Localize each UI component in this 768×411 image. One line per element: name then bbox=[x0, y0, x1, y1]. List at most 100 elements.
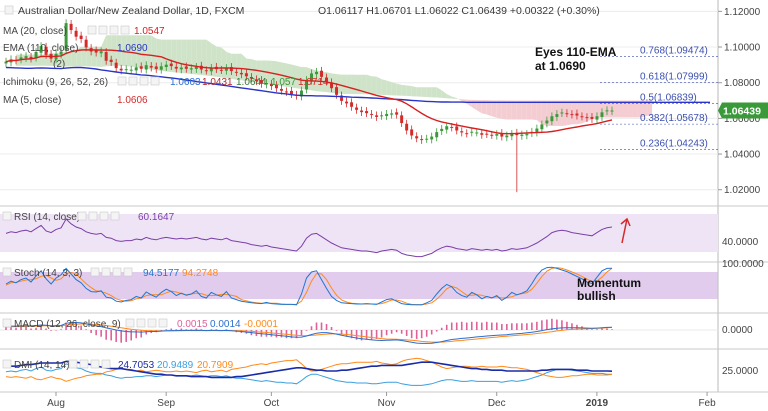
candle-body bbox=[415, 136, 419, 139]
macd-histogram-bar bbox=[25, 327, 27, 330]
candle-body bbox=[370, 113, 374, 115]
collapse-icon[interactable] bbox=[4, 5, 14, 15]
cloud-segment bbox=[141, 35, 147, 69]
candle-body bbox=[460, 131, 464, 133]
candle-body bbox=[204, 70, 208, 72]
annotation-eyes-line1: Eyes 110-EMA bbox=[535, 45, 617, 59]
more-icon[interactable] bbox=[101, 359, 111, 369]
eye-icon[interactable] bbox=[77, 211, 87, 221]
more-icon[interactable] bbox=[158, 318, 168, 328]
candle-body bbox=[545, 120, 549, 124]
candle-body bbox=[289, 90, 293, 95]
candle-body bbox=[500, 133, 504, 137]
collapse-icon[interactable] bbox=[2, 211, 12, 221]
candle-body bbox=[605, 110, 609, 112]
macd-histogram-bar bbox=[15, 327, 17, 330]
cloud-segment bbox=[361, 74, 367, 95]
candle-body bbox=[490, 134, 494, 136]
ma5-value: 1.0606 bbox=[117, 95, 148, 106]
stoch-d-line bbox=[5, 267, 613, 306]
candle-body bbox=[19, 57, 23, 60]
macd-histogram-bar bbox=[571, 323, 573, 330]
stoch-legend: Stoch (14, 3, 3) 94.5177 94.2748 bbox=[2, 267, 219, 279]
macd-histogram-bar bbox=[511, 323, 513, 330]
macd-histogram-bar bbox=[551, 318, 553, 330]
macd-histogram-bar bbox=[450, 322, 453, 330]
macd-histogram-bar bbox=[125, 330, 127, 342]
candle-body bbox=[375, 115, 379, 117]
candle-body bbox=[4, 61, 8, 64]
macd-histogram-bar bbox=[501, 324, 503, 330]
collapse-icon[interactable] bbox=[2, 267, 12, 277]
macd-histogram-bar bbox=[310, 326, 313, 330]
cloud-segment bbox=[381, 79, 387, 96]
candle-body bbox=[299, 90, 303, 97]
settings-icon[interactable] bbox=[101, 267, 111, 277]
cloud-segment bbox=[366, 74, 372, 95]
cloud-segment bbox=[446, 94, 452, 99]
annotation-momentum-line2: bullish bbox=[577, 289, 616, 303]
settings-icon[interactable] bbox=[136, 318, 146, 328]
macd-histogram-bar bbox=[460, 321, 463, 330]
collapse-icon[interactable] bbox=[2, 318, 12, 328]
cloud-segment bbox=[571, 100, 577, 125]
settings-icon[interactable] bbox=[79, 359, 89, 369]
cloud-segment bbox=[441, 90, 447, 99]
candle-body bbox=[555, 114, 559, 117]
close-icon[interactable] bbox=[99, 211, 109, 221]
candle-body bbox=[395, 112, 399, 115]
eye-icon[interactable] bbox=[90, 267, 100, 277]
macd-histogram-bar bbox=[195, 328, 198, 330]
macd-histogram-bar bbox=[80, 325, 82, 330]
candle-body bbox=[279, 88, 283, 91]
macd-histogram-bar bbox=[531, 322, 533, 330]
macd-histogram-bar bbox=[315, 322, 318, 330]
eye-icon[interactable] bbox=[125, 318, 135, 328]
more-icon[interactable] bbox=[123, 267, 133, 277]
macd-histogram-bar bbox=[35, 327, 37, 330]
cloud-segment bbox=[401, 84, 407, 96]
candle-body bbox=[259, 80, 263, 84]
cloud-segment bbox=[521, 100, 527, 120]
macd-histogram-bar bbox=[355, 330, 358, 340]
macd-histogram-bar bbox=[445, 324, 448, 330]
candle-body bbox=[34, 52, 38, 58]
candle-body bbox=[229, 67, 233, 72]
collapse-icon[interactable] bbox=[2, 359, 12, 369]
cloud-segment bbox=[501, 100, 507, 120]
ma20-buttons[interactable] bbox=[87, 25, 130, 35]
close-icon[interactable] bbox=[90, 359, 100, 369]
more-icon[interactable] bbox=[110, 211, 120, 221]
macd-histogram-bar bbox=[350, 330, 353, 339]
time-tick-label: Dec bbox=[488, 398, 506, 409]
macd-histogram-bar bbox=[561, 320, 563, 330]
close-icon[interactable] bbox=[147, 318, 157, 328]
dmi-value-2: 20.9489 bbox=[157, 360, 194, 371]
macd-histogram-bar bbox=[330, 327, 333, 330]
cloud-segment bbox=[586, 100, 592, 122]
eye-icon[interactable] bbox=[68, 359, 78, 369]
macd-histogram-bar bbox=[135, 330, 138, 339]
ichimoku-buttons[interactable] bbox=[117, 76, 160, 86]
macd-histogram-bar bbox=[115, 330, 117, 342]
cloud-segment bbox=[647, 100, 653, 116]
cloud-segment bbox=[156, 38, 162, 71]
cloud-segment bbox=[536, 100, 542, 125]
cloud-segment bbox=[256, 60, 262, 84]
ichimoku-value-1: 1.0603 bbox=[170, 77, 201, 88]
cloud-segment bbox=[81, 46, 87, 67]
cloud-segment bbox=[416, 87, 422, 97]
macd-histogram-bar bbox=[455, 322, 458, 330]
eye-icon bbox=[87, 25, 97, 35]
macd-histogram-bar bbox=[536, 321, 538, 330]
price-tick-label: 1.04000 bbox=[724, 150, 761, 161]
close-icon[interactable] bbox=[112, 267, 122, 277]
candle-body bbox=[224, 68, 228, 71]
more-icon bbox=[150, 76, 160, 86]
cloud-segment bbox=[627, 100, 633, 118]
cloud-segment bbox=[576, 100, 582, 125]
cloud-segment bbox=[396, 83, 402, 96]
fib-level-label: 0.768(1.09474) bbox=[640, 45, 708, 56]
settings-icon[interactable] bbox=[88, 211, 98, 221]
